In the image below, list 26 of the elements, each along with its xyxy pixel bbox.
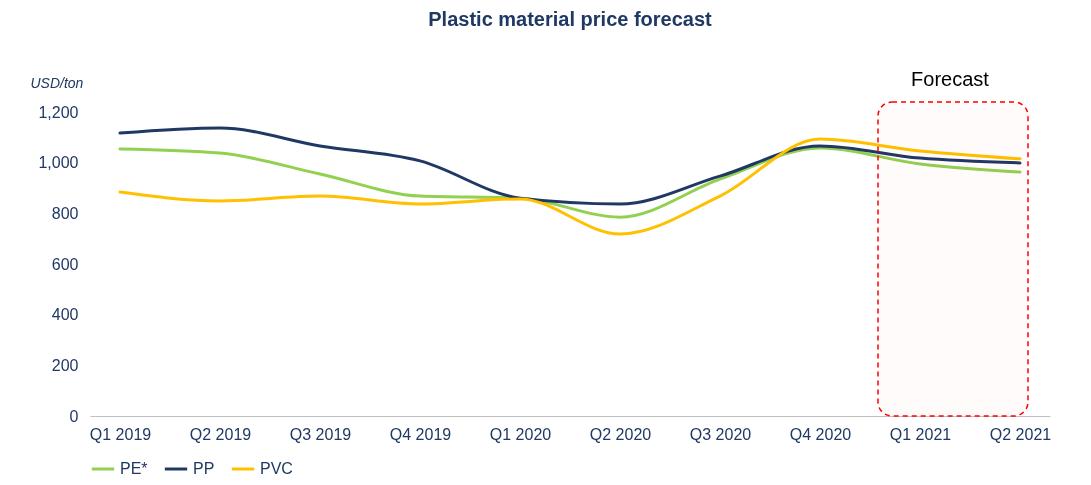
x-tick-label: Q4 2020 <box>789 425 852 443</box>
y-tick-label: 200 <box>51 356 79 374</box>
x-tick-label: Q2 2021 <box>989 425 1052 443</box>
y-tick-label: 1,200 <box>38 103 79 121</box>
x-tick-label: Q1 2021 <box>889 425 952 443</box>
line-series <box>118 126 1022 206</box>
line-series <box>118 146 1022 219</box>
line-series <box>118 137 1022 236</box>
y-tick-label: 0 <box>69 407 79 425</box>
x-tick-label: Q3 2019 <box>289 425 352 443</box>
y-tick-label: 600 <box>51 255 79 273</box>
x-tick-label: Q2 2019 <box>189 425 252 443</box>
x-tick-label: Q1 2020 <box>489 425 552 443</box>
y-tick-label: 1,000 <box>38 154 79 172</box>
legend-label: PE* <box>120 460 148 477</box>
y-axis-title: USD/ton <box>30 74 84 91</box>
x-tick-label: Q1 2019 <box>89 425 152 443</box>
x-tick-label: Q3 2020 <box>689 425 752 443</box>
y-tick-label: 800 <box>51 204 79 222</box>
band-label: Forecast <box>911 68 990 90</box>
chart-title: Plastic material price forecast <box>428 8 713 30</box>
legend-label: PP <box>193 460 215 477</box>
x-tick-label: Q2 2020 <box>589 425 652 443</box>
legend-label: PVC <box>260 460 293 477</box>
x-tick-label: Q4 2019 <box>389 425 452 443</box>
y-tick-label: 400 <box>51 306 79 324</box>
